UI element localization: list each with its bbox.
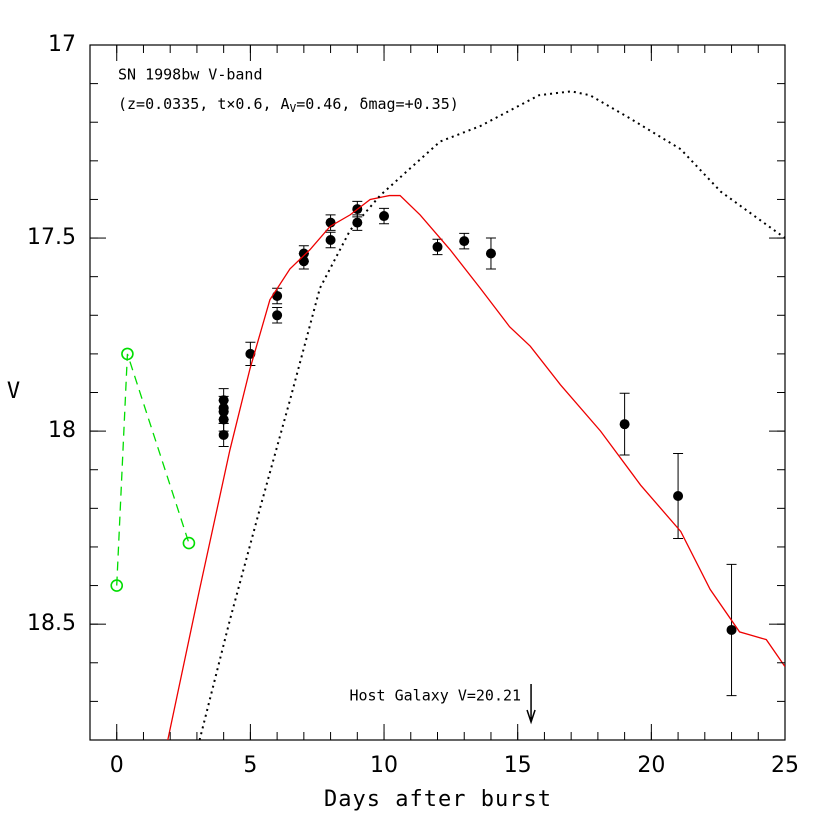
annotation: SN 1998bw V-band (z=0.0335, t×0.6, AV=0.… [118, 66, 459, 116]
point [272, 290, 283, 301]
point [726, 624, 737, 635]
annotation-line1: SN 1998bw V-band [118, 66, 263, 84]
x-tick-label: 15 [504, 753, 532, 778]
open-point [121, 347, 134, 361]
point [245, 348, 256, 359]
open-point [182, 536, 196, 550]
point [298, 256, 309, 267]
point [218, 414, 229, 425]
point [673, 490, 684, 501]
x-tick-label: 5 [243, 753, 257, 778]
host-limit-arrow [526, 684, 536, 725]
annotation-sub: V [290, 102, 297, 115]
y-tick-label: 18 [48, 418, 76, 443]
x-tick-label: 0 [110, 753, 124, 778]
point [352, 217, 363, 228]
solid-line [167, 194, 785, 740]
point [432, 241, 443, 252]
dashed-circles-line [116, 353, 190, 586]
point [218, 429, 229, 440]
point [379, 211, 390, 222]
y-axis-label: V [7, 379, 21, 404]
annotation-pre: (z=0.0335, t×0.6, A [118, 95, 290, 113]
x-tick-label: 20 [637, 753, 665, 778]
point [459, 236, 470, 247]
point [619, 419, 630, 430]
y-tick-label: 17 [48, 32, 76, 57]
annotation-line2: (z=0.0335, t×0.6, AV=0.46, δmag=+0.35) [118, 95, 459, 116]
x-axis-label: Days after burst [324, 787, 552, 812]
open-point [110, 579, 124, 592]
y-tick-label: 17.5 [27, 225, 76, 250]
point [325, 234, 336, 245]
dotted-line [198, 90, 785, 740]
host-limit-label: Host Galaxy V=20.21 [349, 687, 521, 705]
plot-area [110, 90, 785, 740]
x-tick-label: 10 [370, 753, 398, 778]
point [272, 310, 283, 321]
point [485, 248, 496, 259]
x-tick-label: 25 [771, 753, 799, 778]
y-tick-label: 18.5 [27, 611, 76, 636]
annotation-post: =0.46, δmag=+0.35) [296, 95, 459, 113]
plot-frame [89, 44, 786, 741]
